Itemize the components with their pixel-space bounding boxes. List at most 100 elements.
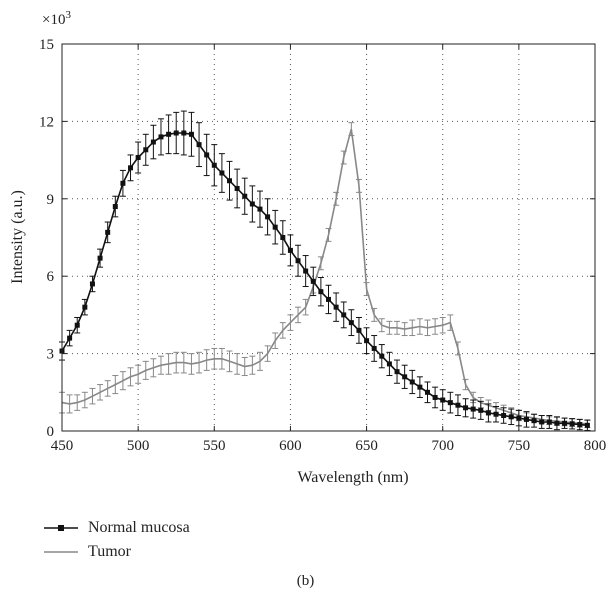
data-point: [584, 422, 590, 428]
data-point: [531, 418, 537, 424]
y-tick-label: 3: [47, 347, 55, 363]
data-point: [287, 247, 293, 253]
data-point: [386, 361, 392, 367]
y-tick-label: 12: [39, 114, 54, 130]
data-point: [455, 402, 461, 408]
data-point: [181, 130, 187, 136]
data-point: [166, 131, 172, 137]
y-tick-label: 9: [47, 192, 55, 208]
data-point: [67, 335, 73, 341]
y-multiplier-label: ×103: [42, 9, 71, 28]
legend-item-tumor: Tumor: [44, 540, 190, 564]
data-point: [219, 170, 225, 176]
data-point: [364, 338, 370, 344]
data-point: [493, 411, 499, 417]
data-point: [417, 384, 423, 390]
series-normal-mucosa: [59, 110, 591, 431]
series-line-normal-mucosa: [61, 132, 588, 427]
data-point: [402, 374, 408, 380]
plot-frame: [61, 43, 596, 432]
data-point: [150, 139, 156, 145]
x-tick-label: 750: [508, 438, 531, 454]
data-point: [97, 255, 103, 261]
data-point: [257, 206, 263, 212]
data-point: [112, 204, 118, 210]
data-point: [440, 397, 446, 403]
data-point: [478, 407, 484, 413]
data-point: [295, 258, 301, 264]
data-point: [82, 304, 88, 310]
data-point: [470, 406, 476, 412]
legend-label-normal-mucosa: Normal mucosa: [88, 519, 190, 536]
x-tick-label: 600: [279, 438, 302, 454]
data-point: [135, 155, 141, 161]
data-point: [280, 235, 286, 240]
y-tick-label: 0: [47, 424, 55, 440]
data-point: [310, 278, 316, 284]
data-point: [485, 410, 491, 416]
data-point: [424, 389, 430, 395]
data-point: [356, 327, 362, 333]
data-point: [508, 414, 514, 420]
legend: Normal mucosa Tumor: [44, 516, 190, 564]
series-tumor: [59, 122, 591, 429]
data-point: [249, 201, 255, 207]
data-point: [234, 185, 240, 191]
data-point: [196, 142, 202, 148]
data-point: [569, 421, 575, 427]
legend-swatch-tumor: [44, 544, 78, 560]
legend-item-normal-mucosa: Normal mucosa: [44, 516, 190, 540]
data-point: [341, 312, 347, 318]
data-point: [242, 193, 248, 199]
data-point: [562, 420, 568, 426]
y-tick-label: 15: [39, 37, 54, 53]
x-axis-label: Wavelength (nm): [297, 469, 408, 486]
figure-caption: (b): [296, 573, 315, 589]
data-point: [227, 178, 233, 184]
data-point: [120, 180, 126, 186]
data-point: [577, 422, 583, 428]
series-line-tumor: [61, 128, 588, 425]
data-point: [516, 415, 522, 421]
data-point: [74, 322, 80, 328]
data-point: [128, 165, 134, 171]
data-point: [143, 147, 149, 153]
data-point: [89, 281, 95, 287]
data-point: [333, 304, 339, 310]
data-point: [539, 419, 545, 425]
data-point: [463, 405, 469, 411]
x-ticks: 450 500 550 600 650 700 750 800: [51, 44, 607, 454]
data-point: [447, 400, 453, 406]
data-point: [394, 369, 400, 375]
data-point: [204, 152, 210, 158]
data-point: [105, 229, 111, 235]
x-tick-label: 800: [584, 438, 607, 454]
y-tick-label: 6: [47, 269, 55, 285]
data-point: [326, 296, 331, 302]
data-point: [501, 413, 507, 419]
legend-swatch-normal-mucosa: [44, 520, 78, 536]
data-point: [303, 268, 309, 274]
data-point: [211, 162, 217, 168]
data-point: [371, 345, 377, 351]
x-tick-label: 650: [355, 438, 378, 454]
x-tick-label: 700: [431, 438, 454, 454]
data-point: [546, 419, 552, 425]
data-point: [348, 320, 354, 326]
x-tick-label: 450: [51, 438, 74, 454]
x-tick-label: 500: [127, 438, 150, 454]
y-axis-label: Intensity (a.u.): [9, 190, 26, 284]
data-point: [265, 214, 271, 220]
data-point: [432, 394, 438, 400]
y-ticks: 0 3 6 9 12 15: [39, 37, 595, 440]
data-point: [173, 130, 179, 136]
spectrum-chart: 450 500 550 600 650 700 750 800 0 3 6 9 12 15 ×103 W…: [9, 9, 607, 486]
legend-label-tumor: Tumor: [88, 543, 131, 560]
series-layer: [59, 110, 591, 431]
data-point: [379, 353, 385, 359]
data-point: [158, 134, 164, 140]
x-tick-label: 550: [203, 438, 226, 454]
data-point: [554, 420, 560, 426]
data-point: [523, 416, 529, 422]
data-point: [188, 131, 194, 137]
